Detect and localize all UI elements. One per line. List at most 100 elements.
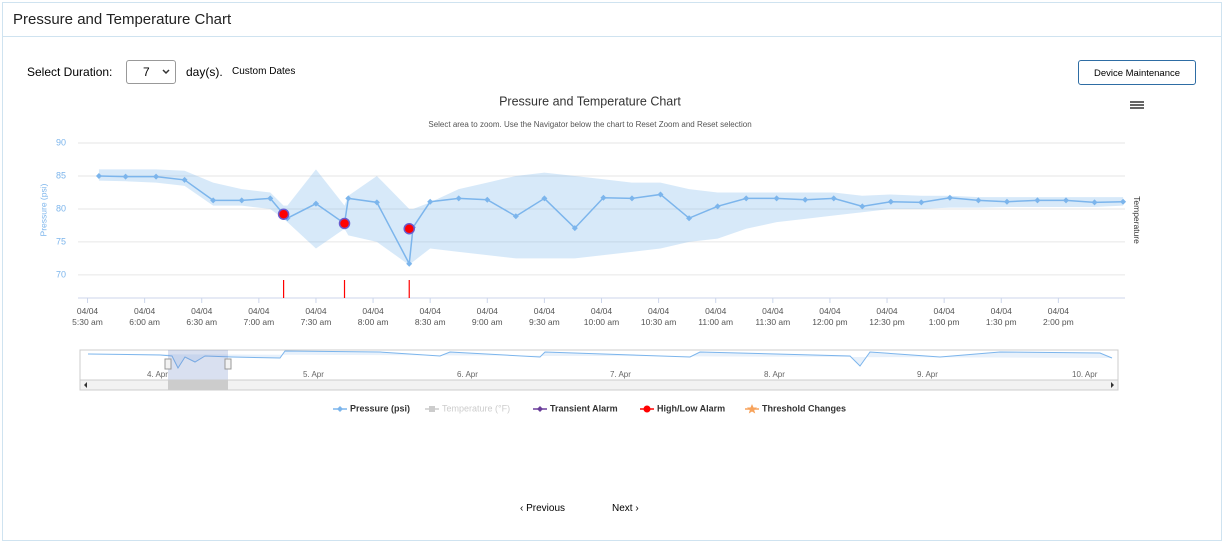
legend-label: Transient Alarm xyxy=(550,403,618,413)
point-marker xyxy=(512,213,519,220)
navigator-label: 7. Apr xyxy=(610,370,631,379)
point-marker xyxy=(1062,197,1069,204)
custom-dates-link[interactable]: Custom Dates xyxy=(232,66,296,77)
point-marker xyxy=(830,195,837,202)
x-tick-label: 04/04 6:30 am xyxy=(186,306,218,327)
point-marker xyxy=(859,203,866,210)
x-tick-label: 04/04 6:00 am xyxy=(129,306,160,327)
previous-button[interactable]: ‹ Previous xyxy=(520,503,566,514)
legend-symbol xyxy=(643,405,651,413)
navigator-handle[interactable] xyxy=(224,358,232,370)
header-title: Pressure and Temperature Chart xyxy=(13,11,232,28)
legend-item[interactable]: Pressure (psi) xyxy=(333,403,410,413)
x-tick-label: 04/04 8:00 am xyxy=(357,306,389,327)
scrollbar-thumb[interactable] xyxy=(168,380,228,390)
y-tick-label: 75 xyxy=(56,236,66,246)
navigator-label: 9. Apr xyxy=(917,370,938,379)
point-marker xyxy=(153,173,160,180)
point-marker xyxy=(312,200,319,207)
navigator-label: 6. Apr xyxy=(457,370,478,379)
legend-label: Temperature (°F) xyxy=(442,403,510,413)
pressure-line xyxy=(98,175,1124,267)
x-tick-label: 04/04 9:00 am xyxy=(471,306,503,327)
y-axis-title: Pressure (psi) xyxy=(38,183,48,236)
point-marker xyxy=(773,195,780,202)
point-marker xyxy=(657,191,664,198)
navigator-label: 8. Apr xyxy=(764,370,785,379)
y2-axis-title: Temperature xyxy=(1132,196,1142,244)
point-marker xyxy=(1003,198,1010,205)
point-marker xyxy=(541,195,548,202)
next-label: Next xyxy=(612,503,633,514)
chevron xyxy=(162,69,170,75)
point-marker xyxy=(1091,199,1098,206)
point-marker xyxy=(600,194,607,201)
legend-symbol xyxy=(337,406,343,412)
x-tick-label: 04/04 7:00 am xyxy=(243,306,275,327)
point-marker xyxy=(714,203,721,210)
navigator-label: 5. Apr xyxy=(303,370,324,379)
button-label: Device Maintenance xyxy=(1093,68,1181,79)
y-tick-label: 70 xyxy=(56,269,66,279)
alarm-marker xyxy=(403,222,415,235)
point-marker xyxy=(946,194,953,201)
point-marker xyxy=(427,198,434,205)
x-tick-label: 04/04 12:30 pm xyxy=(869,306,905,327)
panel-header: Pressure and Temperature Chart xyxy=(3,3,1221,37)
point-marker xyxy=(238,197,245,204)
point-marker xyxy=(571,225,578,232)
y-tick-label: 90 xyxy=(56,137,66,147)
point-marker xyxy=(181,176,188,183)
point-marker xyxy=(743,195,750,202)
legend-item[interactable]: Transient Alarm xyxy=(533,403,618,413)
y-tick-label: 80 xyxy=(56,203,66,213)
pressure-series xyxy=(95,169,1127,267)
point-marker xyxy=(975,197,982,204)
duration-unit: day(s). xyxy=(186,65,223,79)
point-marker xyxy=(686,215,693,222)
next-button[interactable]: Next › xyxy=(612,503,639,514)
x-tick-label: 04/04 1:00 pm xyxy=(928,306,960,327)
x-tick-label: 04/04 5:30 am xyxy=(72,306,103,327)
x-tick-label: 04/04 10:30 am xyxy=(640,306,677,327)
navigator-mask xyxy=(168,350,228,380)
duration-label: Select Duration: xyxy=(27,65,113,79)
legend-symbol xyxy=(429,406,435,412)
point-marker xyxy=(1034,197,1041,204)
legend-label: Threshold Changes xyxy=(762,403,846,413)
alarm-marker xyxy=(338,217,351,230)
menu-icon[interactable] xyxy=(1130,101,1144,109)
navigator-handle[interactable] xyxy=(164,358,172,370)
point-marker xyxy=(95,172,102,179)
x-tick-label: 04/04 11:00 am xyxy=(698,306,734,327)
point-marker xyxy=(210,197,217,204)
x-tick-label: 04/04 9:30 am xyxy=(529,306,560,327)
x-tick-label: 04/04 2:00 pm xyxy=(1043,306,1074,327)
legend-label: High/Low Alarm xyxy=(657,403,725,413)
range-band xyxy=(98,169,1124,266)
x-tick-label: 04/04 11:30 am xyxy=(755,306,791,327)
point-marker xyxy=(373,199,380,206)
legend-item[interactable]: Threshold Changes xyxy=(745,403,846,414)
previous-label: Previous xyxy=(526,503,566,514)
point-marker xyxy=(628,195,635,202)
point-marker xyxy=(802,196,809,203)
navigator-line xyxy=(87,350,1113,370)
point-marker xyxy=(345,195,352,202)
legend-item[interactable]: Temperature (°F) xyxy=(425,403,510,413)
navigator-label: 10. Apr xyxy=(1072,370,1098,379)
maintenance-button[interactable]: Device Maintenance xyxy=(1078,60,1196,85)
point-marker xyxy=(484,196,491,203)
x-tick-label: 04/04 12:00 pm xyxy=(812,306,848,327)
point-marker xyxy=(267,195,274,202)
legend-item[interactable]: High/Low Alarm xyxy=(640,403,725,413)
x-tick-label: 04/04 8:30 am xyxy=(414,306,446,327)
navigator-label: 4. Apr xyxy=(147,370,168,379)
x-tick-label: 04/04 1:30 pm xyxy=(985,306,1017,327)
navigator[interactable] xyxy=(79,349,1119,391)
duration-select[interactable]: 7 xyxy=(126,60,176,84)
scrollbar[interactable] xyxy=(79,379,1119,391)
